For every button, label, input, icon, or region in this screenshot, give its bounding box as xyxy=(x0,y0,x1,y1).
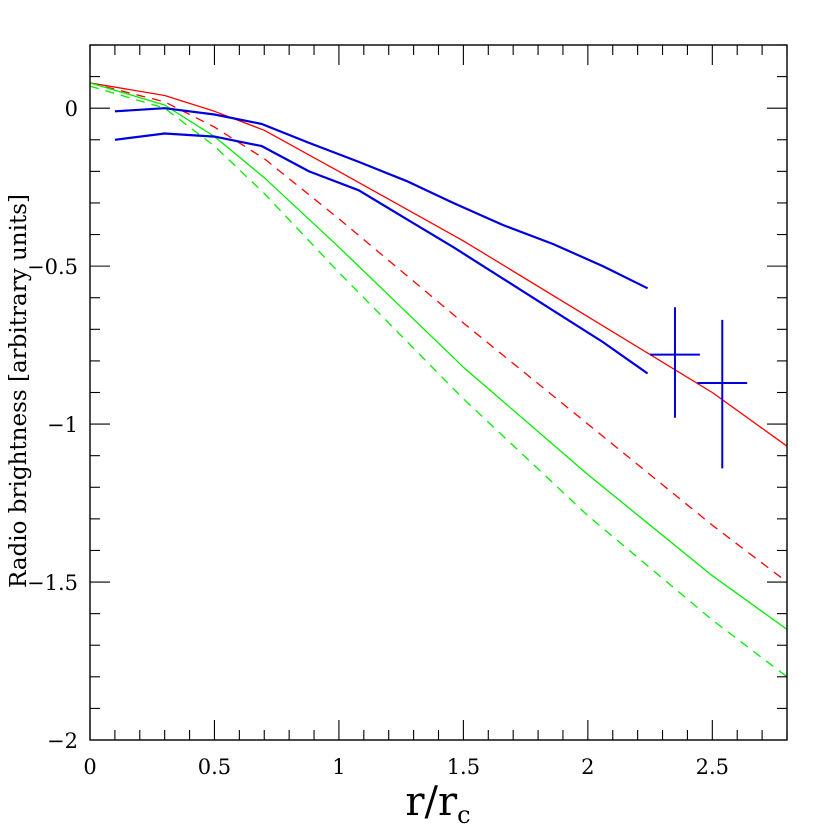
y-tick-label: −0.5 xyxy=(27,255,78,279)
series-line-4 xyxy=(89,85,788,678)
series-line-1 xyxy=(89,82,788,447)
x-tick-label: 0.5 xyxy=(198,755,231,779)
error-bar-layer xyxy=(650,307,748,469)
y-tick-label: −1 xyxy=(47,413,78,437)
series-line-6 xyxy=(114,132,649,375)
x-tick-label: 1 xyxy=(332,755,345,779)
x-axis-label-subscript: c xyxy=(457,801,470,829)
x-tick-label: 2 xyxy=(581,755,594,779)
x-axis-label-main: r/r xyxy=(405,779,458,825)
plot-frame xyxy=(89,44,788,741)
series-line-3 xyxy=(89,82,788,630)
tick-labels-layer: 0 0.5 1 1.5 2 2.5 0 −0.5 −1 −1.5 −2 xyxy=(27,97,729,779)
y-tick-label: −1.5 xyxy=(27,571,78,595)
series-line-2 xyxy=(89,82,788,583)
error-point-1 xyxy=(650,307,700,418)
y-tick-label: 0 xyxy=(65,97,78,121)
series-line-5 xyxy=(114,107,649,290)
ticks-layer xyxy=(89,44,788,741)
series-layer xyxy=(89,82,788,678)
y-axis-label: Radio brightness [arbitrary units] xyxy=(6,194,32,588)
y-tick-label: −2 xyxy=(47,729,78,753)
x-tick-label: 2.5 xyxy=(696,755,729,779)
x-tick-label: 1.5 xyxy=(447,755,480,779)
x-tick-label: 0 xyxy=(83,755,96,779)
error-point-2 xyxy=(697,319,748,469)
x-axis-label: r/rc xyxy=(405,779,470,829)
